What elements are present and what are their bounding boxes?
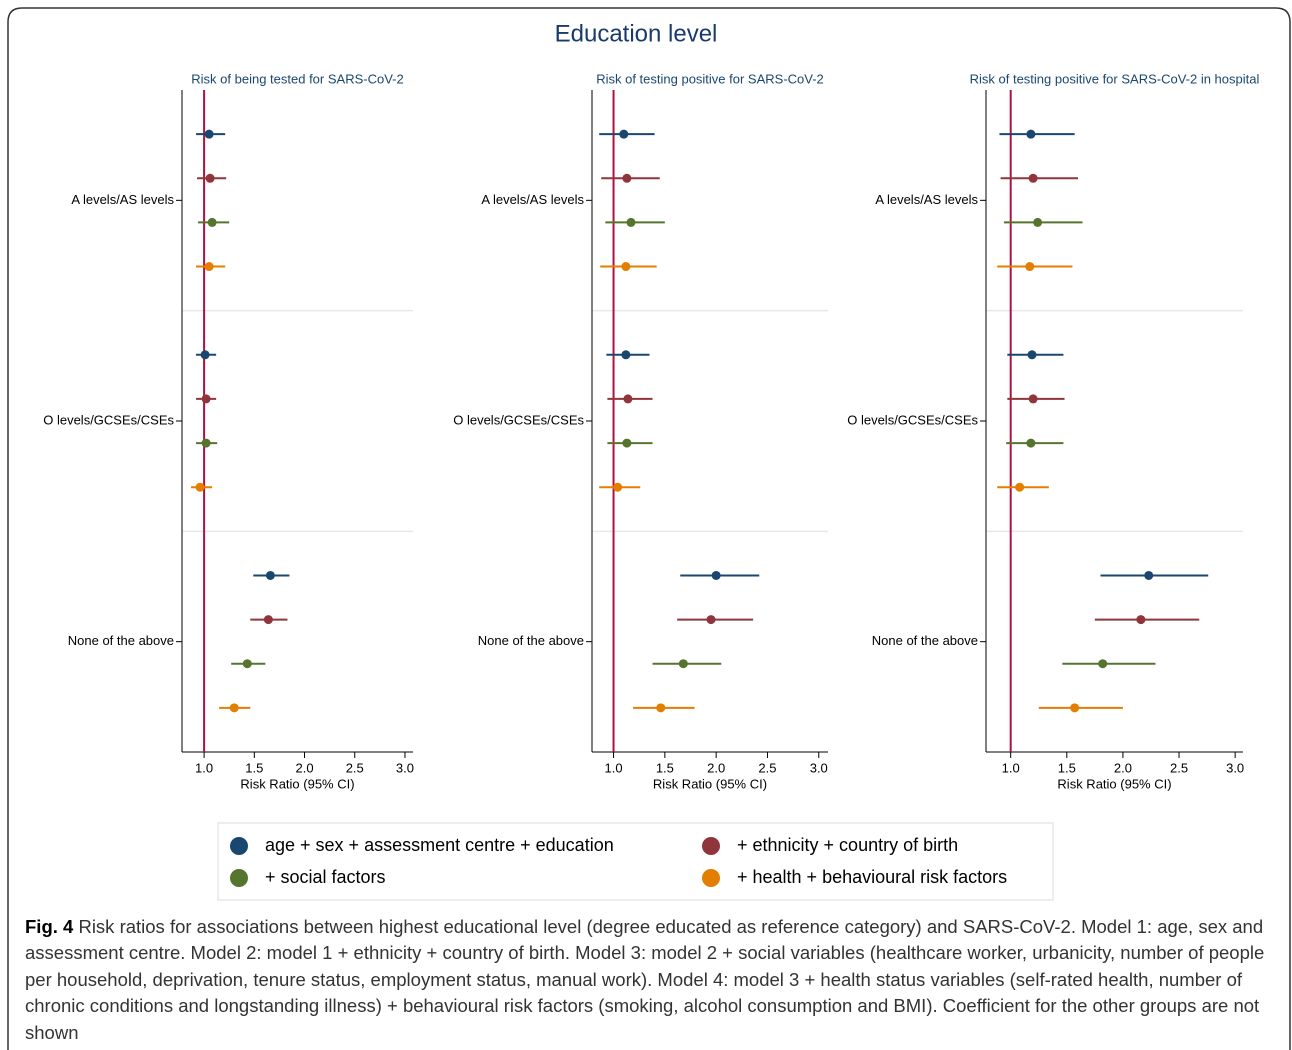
category-label: O levels/GCSEs/CSEs <box>847 412 978 427</box>
category-label: A levels/AS levels <box>481 192 584 207</box>
point <box>711 570 721 580</box>
x-tick-label: 2.0 <box>707 760 725 775</box>
legend-label: age + sex + assessment centre + educatio… <box>265 835 614 855</box>
point <box>613 482 623 492</box>
category-label: O levels/GCSEs/CSEs <box>43 412 174 427</box>
x-tick-label: 1.0 <box>1002 760 1020 775</box>
point <box>1070 703 1080 713</box>
caption-label: Fig. 4 <box>25 916 74 937</box>
point <box>623 394 633 404</box>
point <box>1025 262 1035 272</box>
x-tick-label: 2.0 <box>1114 760 1132 775</box>
legend-marker <box>702 869 720 887</box>
point <box>678 659 688 669</box>
legend-marker <box>702 837 720 855</box>
point <box>207 217 217 227</box>
x-axis-label: Risk Ratio (95% CI) <box>240 776 354 791</box>
point <box>1026 438 1036 448</box>
panel-title: Risk of being tested for SARS-CoV-2 <box>191 71 403 86</box>
point <box>195 482 205 492</box>
point <box>1098 659 1108 669</box>
x-tick-label: 1.5 <box>245 760 263 775</box>
category-label: None of the above <box>478 633 584 648</box>
x-tick-label: 2.5 <box>346 760 364 775</box>
point <box>1028 394 1038 404</box>
x-tick-label: 2.5 <box>758 760 776 775</box>
point <box>1033 217 1043 227</box>
point <box>205 173 215 183</box>
caption: Fig. 4 Risk ratios for associations betw… <box>25 914 1270 1046</box>
point <box>263 615 273 625</box>
legend-label: + social factors <box>265 867 386 887</box>
x-tick-label: 1.0 <box>195 760 213 775</box>
x-tick-label: 1.0 <box>605 760 623 775</box>
point <box>229 703 239 713</box>
legend-label: + health + behavioural risk factors <box>737 867 1007 887</box>
main-title: Education level <box>555 20 718 47</box>
x-tick-label: 2.0 <box>295 760 313 775</box>
point <box>622 173 632 183</box>
x-axis-label: Risk Ratio (95% CI) <box>653 776 767 791</box>
x-tick-label: 3.0 <box>1226 760 1244 775</box>
category-label: O levels/GCSEs/CSEs <box>453 412 584 427</box>
x-tick-label: 3.0 <box>396 760 414 775</box>
point <box>619 129 629 139</box>
category-label: A levels/AS levels <box>71 192 174 207</box>
point <box>204 129 214 139</box>
caption-text: Risk ratios for associations between hig… <box>25 916 1265 1043</box>
point <box>626 217 636 227</box>
point <box>204 262 214 272</box>
legend-marker <box>230 837 248 855</box>
legend-marker <box>230 869 248 887</box>
point <box>706 615 716 625</box>
point <box>200 350 210 360</box>
frame <box>7 7 1291 1050</box>
point <box>201 438 211 448</box>
point <box>1027 350 1037 360</box>
point <box>1144 570 1154 580</box>
point <box>1136 615 1146 625</box>
x-tick-label: 1.5 <box>1058 760 1076 775</box>
point <box>622 438 632 448</box>
point <box>621 350 631 360</box>
point <box>621 262 631 272</box>
category-label: None of the above <box>68 633 174 648</box>
point <box>1026 129 1036 139</box>
legend-box <box>217 822 1054 901</box>
panel-title: Risk of testing positive for SARS-CoV-2 … <box>970 71 1260 86</box>
point <box>242 659 252 669</box>
point <box>656 703 666 713</box>
category-label: None of the above <box>872 633 978 648</box>
point <box>1015 482 1025 492</box>
x-tick-label: 1.5 <box>656 760 674 775</box>
point <box>1028 173 1038 183</box>
x-tick-label: 3.0 <box>810 760 828 775</box>
point <box>265 570 275 580</box>
x-axis-label: Risk Ratio (95% CI) <box>1057 776 1171 791</box>
legend-label: + ethnicity + country of birth <box>737 835 958 855</box>
panel-title: Risk of testing positive for SARS-CoV-2 <box>596 71 824 86</box>
x-tick-label: 2.5 <box>1170 760 1188 775</box>
point <box>201 394 211 404</box>
category-label: A levels/AS levels <box>875 192 978 207</box>
